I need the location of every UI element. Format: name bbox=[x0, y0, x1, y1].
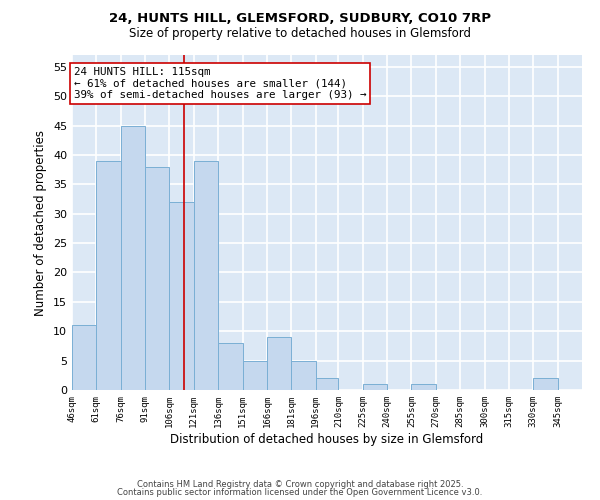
Bar bbox=[412, 384, 436, 390]
Y-axis label: Number of detached properties: Number of detached properties bbox=[34, 130, 47, 316]
Bar bbox=[97, 161, 121, 390]
Bar bbox=[218, 343, 242, 390]
Text: 24, HUNTS HILL, GLEMSFORD, SUDBURY, CO10 7RP: 24, HUNTS HILL, GLEMSFORD, SUDBURY, CO10… bbox=[109, 12, 491, 26]
Bar bbox=[291, 360, 316, 390]
Bar bbox=[169, 202, 194, 390]
X-axis label: Distribution of detached houses by size in Glemsford: Distribution of detached houses by size … bbox=[170, 432, 484, 446]
Bar bbox=[194, 161, 218, 390]
Bar bbox=[267, 337, 291, 390]
Text: Contains public sector information licensed under the Open Government Licence v3: Contains public sector information licen… bbox=[118, 488, 482, 497]
Bar bbox=[145, 166, 169, 390]
Text: 24 HUNTS HILL: 115sqm
← 61% of detached houses are smaller (144)
39% of semi-det: 24 HUNTS HILL: 115sqm ← 61% of detached … bbox=[74, 67, 366, 100]
Bar bbox=[121, 126, 145, 390]
Bar bbox=[242, 360, 267, 390]
Bar bbox=[533, 378, 557, 390]
Bar bbox=[363, 384, 387, 390]
Bar bbox=[72, 326, 97, 390]
Text: Contains HM Land Registry data © Crown copyright and database right 2025.: Contains HM Land Registry data © Crown c… bbox=[137, 480, 463, 489]
Bar bbox=[316, 378, 338, 390]
Text: Size of property relative to detached houses in Glemsford: Size of property relative to detached ho… bbox=[129, 28, 471, 40]
